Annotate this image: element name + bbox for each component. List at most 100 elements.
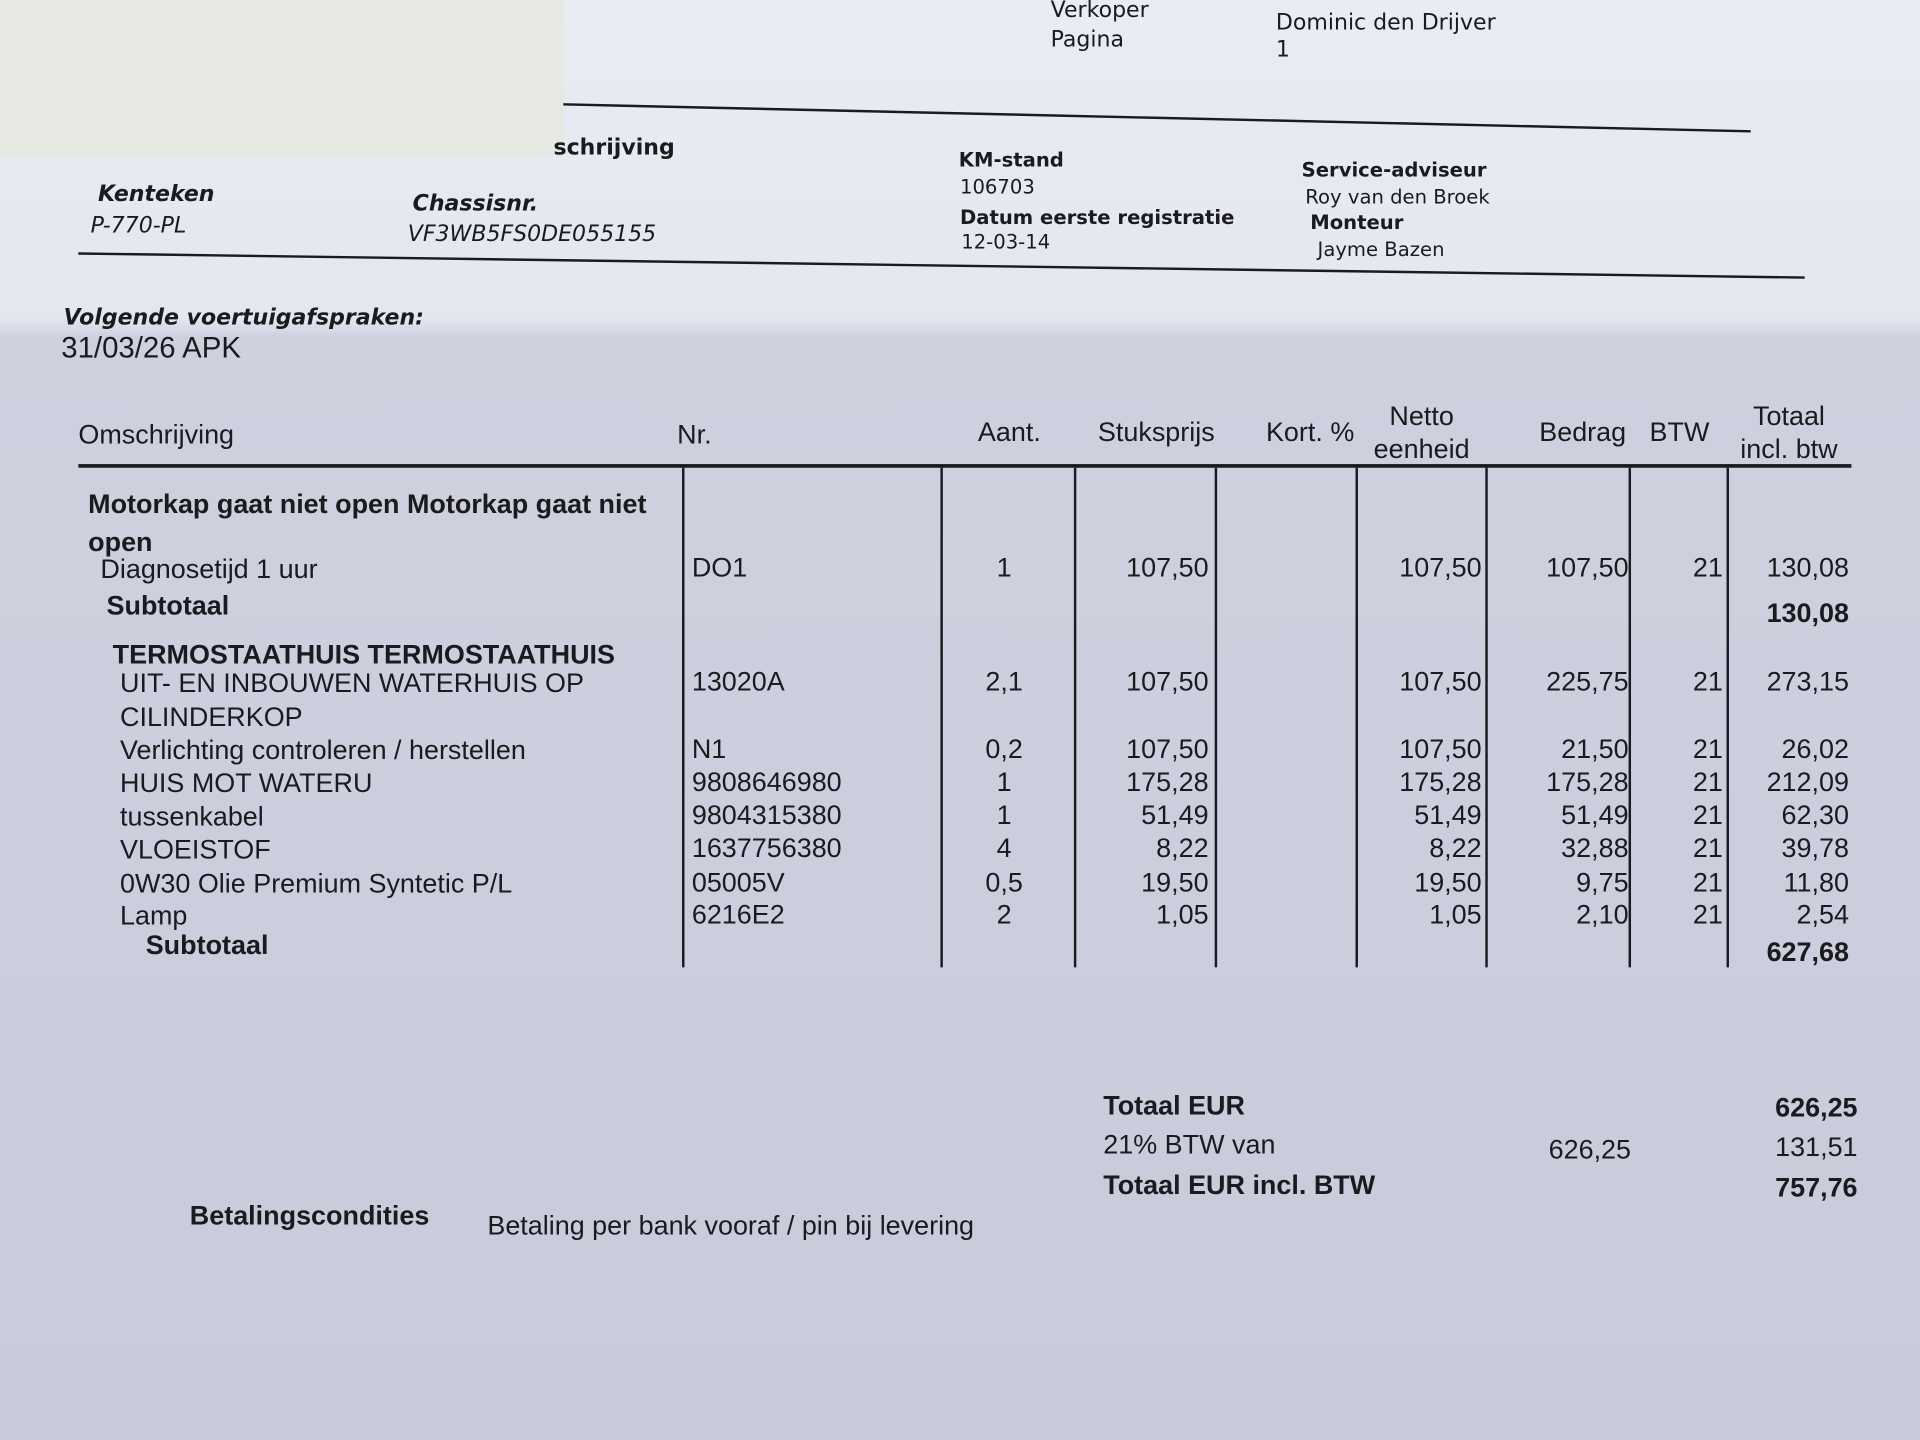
- item-description: HUIS MOT WATERU: [120, 767, 373, 799]
- item-btw: 21: [1692, 666, 1723, 697]
- item-stuksprijs: 107,50: [1126, 666, 1209, 697]
- item-bedrag: 21,50: [1561, 733, 1629, 765]
- total-value: 131,51: [1775, 1131, 1858, 1163]
- item-bedrag: 2,10: [1576, 898, 1629, 930]
- item-netto: 107,50: [1399, 666, 1482, 697]
- column-rule: [940, 467, 943, 968]
- item-aant: 2,1: [985, 666, 1023, 697]
- payment-text: Betaling per bank vooraf / pin bij lever…: [487, 1209, 975, 1241]
- item-aant: 1: [996, 799, 1012, 831]
- item-netto: 175,28: [1399, 766, 1482, 798]
- item-stuksprijs: 19,50: [1141, 866, 1209, 898]
- total-label: Totaal EUR incl. BTW: [1103, 1169, 1376, 1201]
- item-totaal: 39,78: [1781, 832, 1849, 864]
- item-nr: 13020A: [691, 666, 785, 697]
- value: 12-03-14: [961, 230, 1051, 254]
- item-bedrag: 175,28: [1546, 766, 1629, 798]
- item-totaal: 26,02: [1781, 733, 1849, 765]
- item-nr: 05005V: [691, 866, 785, 898]
- item-description: Lamp: [120, 900, 188, 931]
- column-header: Stuksprijs: [1097, 416, 1215, 447]
- column-rule: [1726, 467, 1729, 968]
- item-btw: 21: [1692, 766, 1723, 798]
- label: Datum eerste registratie: [960, 205, 1235, 229]
- item-nr: 6216E2: [691, 898, 785, 930]
- item-description: VLOEISTOF: [120, 833, 271, 865]
- column-rule: [1073, 467, 1077, 968]
- label: Pagina: [1050, 26, 1125, 53]
- item-description: tussenkabel: [120, 800, 264, 832]
- subtotal-value: 130,08: [1766, 597, 1849, 629]
- item-bedrag: 32,88: [1561, 832, 1629, 864]
- column-header: Aant.: [977, 416, 1041, 447]
- value: Dominic den Drijver: [1275, 9, 1496, 36]
- item-netto: 51,49: [1414, 799, 1482, 831]
- item-stuksprijs: 1,05: [1156, 898, 1209, 930]
- item-totaal: 273,15: [1766, 666, 1849, 697]
- total-value: 757,76: [1775, 1171, 1858, 1203]
- item-description: 0W30 Olie Premium Syntetic P/L: [120, 868, 513, 899]
- rule: [550, 102, 1751, 133]
- item-nr: 9804315380: [691, 799, 842, 831]
- value: Jayme Bazen: [1317, 237, 1445, 261]
- item-netto: 1,05: [1429, 898, 1482, 930]
- item-btw: 21: [1692, 832, 1723, 864]
- item-stuksprijs: 107,50: [1126, 733, 1209, 765]
- label: KM-stand: [958, 148, 1064, 172]
- item-netto: 8,22: [1429, 832, 1482, 864]
- column-header: BTW: [1649, 416, 1710, 447]
- value: 106703: [960, 175, 1035, 199]
- item-aant: 0,5: [985, 866, 1023, 898]
- subtotal-value: 627,68: [1766, 936, 1849, 968]
- item-description: UIT- EN INBOUWEN WATERHUIS OP CILINDERKO…: [120, 667, 584, 733]
- column-rule: [1485, 467, 1488, 968]
- item-totaal: 212,09: [1766, 766, 1849, 798]
- label: Kenteken: [97, 181, 215, 207]
- item-nr: DO1: [691, 552, 748, 583]
- value: 1: [1275, 36, 1290, 63]
- rule: [78, 252, 1805, 279]
- section-title: Volgende voertuigafspraken:: [63, 304, 424, 331]
- item-bedrag: 225,75: [1546, 666, 1629, 697]
- item-stuksprijs: 175,28: [1126, 766, 1209, 798]
- item-stuksprijs: 8,22: [1156, 832, 1209, 864]
- item-stuksprijs: 51,49: [1141, 799, 1209, 831]
- column-header: Totaal incl. btw: [1740, 400, 1838, 465]
- value: P-770-PL: [90, 213, 187, 239]
- item-btw: 21: [1692, 898, 1723, 930]
- total-value: 626,25: [1775, 1092, 1858, 1123]
- column-header: Nr.: [677, 418, 712, 450]
- column-rule: [1355, 467, 1358, 968]
- item-totaal: 2,54: [1796, 898, 1849, 930]
- label: schrijving: [553, 134, 675, 161]
- column-rule: [682, 467, 685, 968]
- item-netto: 19,50: [1414, 866, 1482, 898]
- item-bedrag: 9,75: [1576, 866, 1629, 898]
- column-header: Netto eenheid: [1373, 400, 1470, 465]
- total-base: 626,25: [1548, 1133, 1632, 1165]
- label: Service-adviseur: [1301, 157, 1487, 182]
- item-totaal: 62,30: [1781, 799, 1849, 831]
- item-nr: 1637756380: [691, 832, 842, 864]
- value: VF3WB5FS0DE055155: [407, 221, 657, 248]
- total-label: 21% BTW van: [1103, 1128, 1276, 1160]
- group-title: TERMOSTAATHUIS TERMOSTAATHUIS: [112, 639, 615, 670]
- item-bedrag: 51,49: [1561, 799, 1629, 831]
- sticker: [0, 0, 564, 157]
- item-aant: 2: [996, 898, 1012, 930]
- item-description: Verlichting controleren / herstellen: [120, 734, 526, 766]
- item-stuksprijs: 107,50: [1126, 552, 1209, 583]
- item-aant: 4: [996, 832, 1012, 864]
- column-header: Omschrijving: [78, 418, 235, 450]
- item-nr: 9808646980: [691, 766, 842, 798]
- header-rule: [78, 464, 1852, 468]
- group-title: Motorkap gaat niet open Motorkap gaat ni…: [88, 488, 647, 558]
- item-btw: 21: [1692, 552, 1723, 583]
- column-header: Bedrag: [1539, 416, 1627, 447]
- column-rule: [1628, 467, 1632, 968]
- item-description: Diagnosetijd 1 uur: [100, 553, 318, 585]
- column-rule: [1214, 467, 1218, 968]
- label: Chassisnr.: [412, 191, 539, 217]
- label: Verkoper: [1050, 0, 1149, 24]
